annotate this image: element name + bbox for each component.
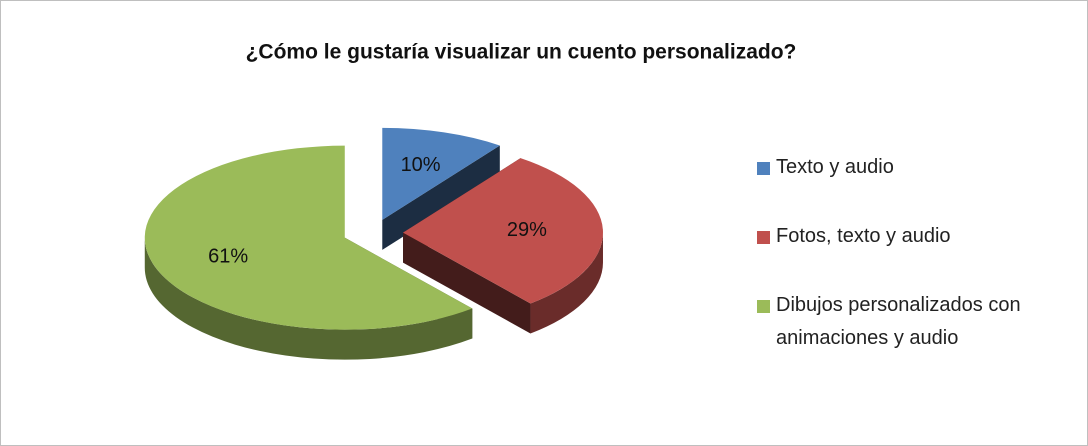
chart-title: ¿Cómo le gustaría visualizar un cuento p… [246, 41, 797, 64]
slice-side [530, 232, 603, 334]
data-label: 29% [507, 219, 547, 241]
legend-swatch [757, 231, 770, 244]
slice-top [144, 145, 473, 330]
slice-wall [402, 232, 531, 334]
slice-top [402, 158, 603, 304]
legend-label: Fotos, texto y audio [776, 225, 951, 247]
slice-wall [382, 145, 500, 250]
legend-item: Dibujos personalizados con animaciones y… [757, 289, 1077, 355]
legend-item: Texto y audio [757, 151, 1077, 184]
legend-swatch [757, 162, 770, 175]
slice-side [144, 237, 473, 360]
pie-slice [382, 127, 500, 250]
slice-top [382, 127, 500, 220]
pie-slice [144, 145, 473, 360]
legend: Texto y audio Fotos, texto y audio Dibujos… [757, 151, 1077, 391]
pie-slice [402, 158, 603, 334]
legend-swatch [757, 300, 770, 313]
legend-label: Texto y audio [776, 156, 894, 178]
data-label: 10% [401, 154, 441, 176]
legend-label: Dibujos personalizados con animaciones y… [776, 294, 1021, 349]
data-label: 61% [208, 245, 248, 267]
legend-item: Fotos, texto y audio [757, 220, 1077, 253]
